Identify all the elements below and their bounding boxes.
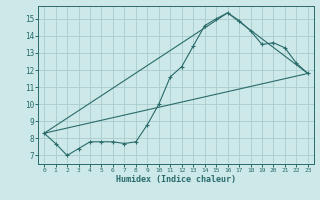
X-axis label: Humidex (Indice chaleur): Humidex (Indice chaleur) <box>116 175 236 184</box>
